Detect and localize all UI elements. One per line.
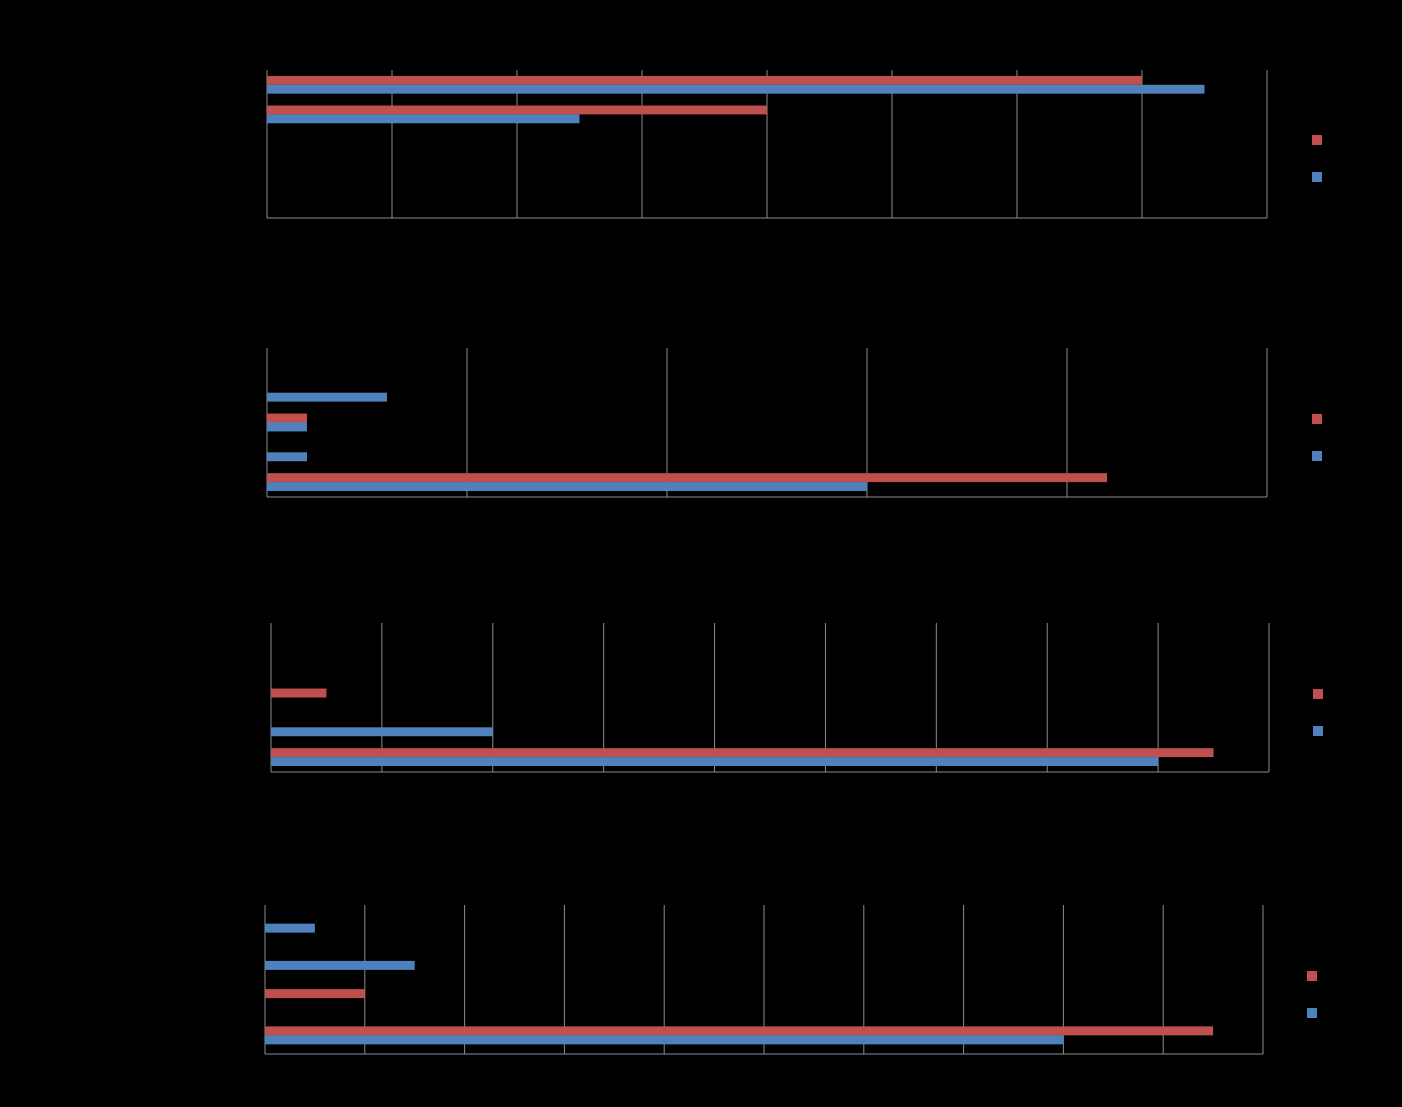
bar: [271, 748, 1214, 758]
bar: [271, 727, 493, 737]
bar: [267, 413, 307, 423]
legend-swatch: [1312, 414, 1322, 424]
legend-swatch: [1312, 172, 1322, 182]
bar: [267, 84, 1205, 94]
bar: [271, 757, 1159, 767]
bar: [267, 452, 307, 462]
legend-swatch: [1307, 1008, 1317, 1018]
bar: [267, 473, 1107, 483]
bar: [265, 923, 315, 933]
legend-swatch: [1313, 726, 1323, 736]
legend-swatch: [1307, 971, 1317, 981]
bar: [271, 688, 327, 698]
bar: [265, 989, 365, 999]
bar: [265, 1035, 1064, 1045]
bar: [267, 422, 307, 432]
bar: [267, 114, 580, 124]
bar: [265, 960, 415, 970]
bar: [267, 482, 867, 492]
bar: [267, 75, 1142, 85]
bar: [267, 392, 387, 402]
bar: [267, 105, 767, 115]
legend-swatch: [1312, 135, 1322, 145]
legend-swatch: [1313, 689, 1323, 699]
bar: [265, 1026, 1214, 1036]
legend-swatch: [1312, 451, 1322, 461]
